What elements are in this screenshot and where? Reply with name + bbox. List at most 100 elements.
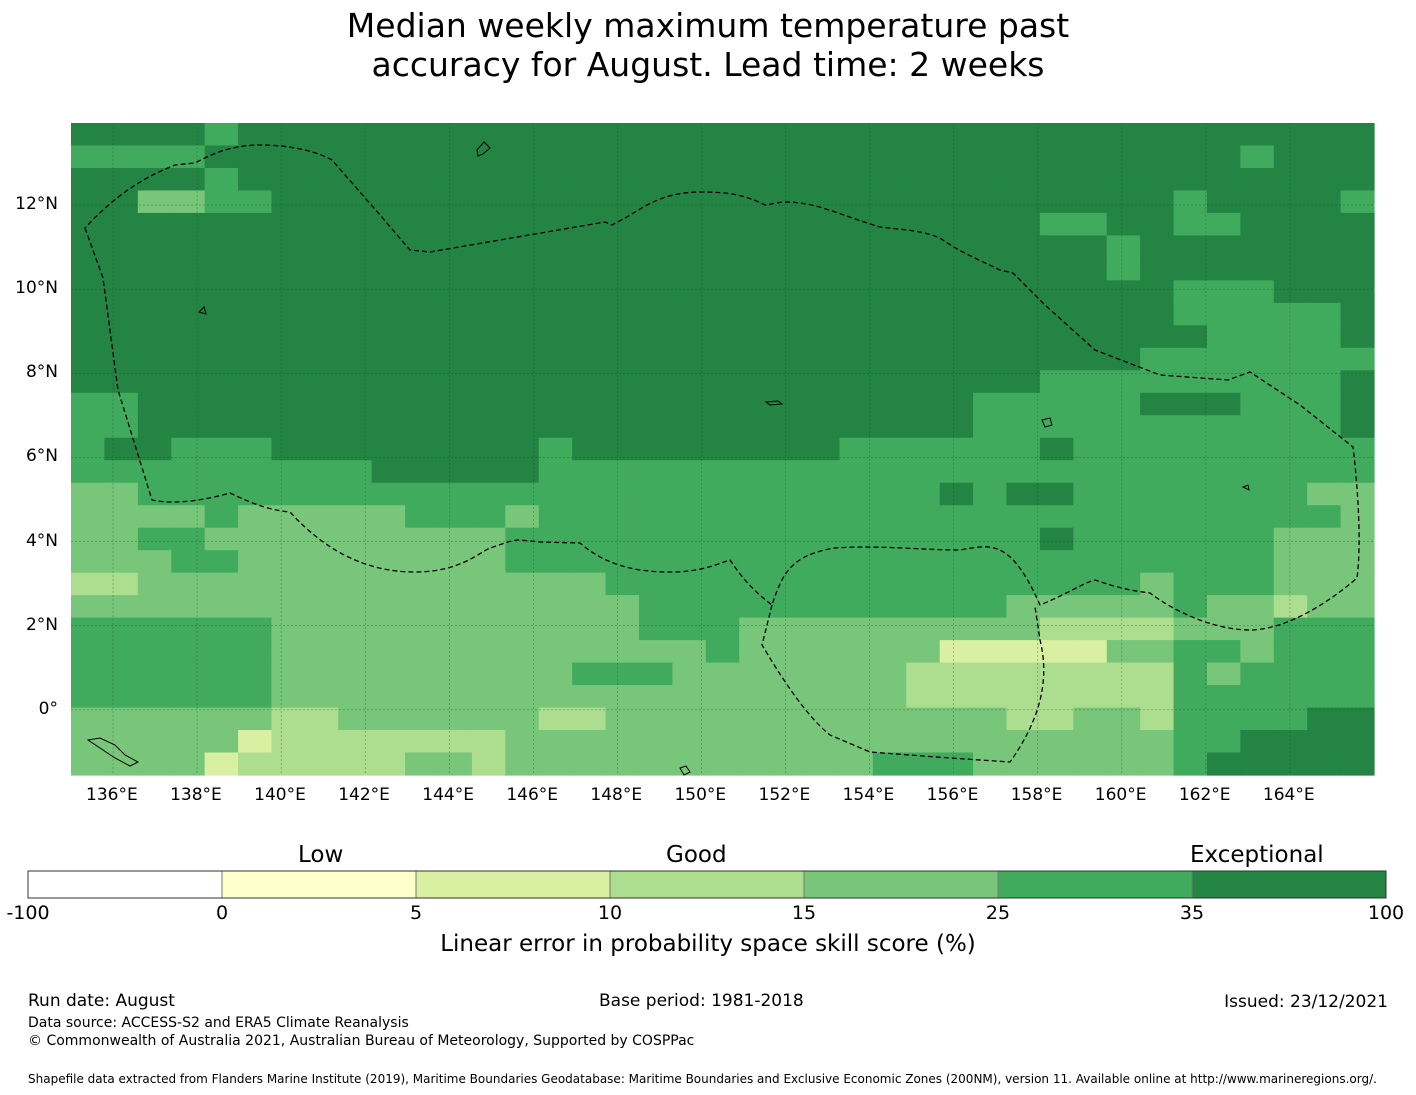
grid-cell [739, 212, 774, 237]
grid-cell [171, 550, 206, 574]
grid-cell [405, 123, 440, 147]
grid-cell [304, 145, 339, 169]
grid-cell [1240, 707, 1275, 731]
grid-cell [271, 190, 306, 214]
grid-cell [1273, 145, 1308, 169]
grid-cell [906, 370, 941, 394]
grid-cell [1240, 595, 1275, 619]
grid-cell [371, 325, 406, 349]
grid-cell [906, 212, 941, 237]
colorbar-tick: 10 [597, 902, 623, 924]
grid-cell [338, 370, 373, 394]
grid-cell [71, 572, 106, 596]
grid-cell [839, 527, 874, 551]
grid-cell [839, 280, 874, 304]
grid-cell [104, 707, 139, 731]
grid-cell [1307, 280, 1342, 304]
grid-cell [672, 572, 707, 596]
grid-cell [1140, 505, 1175, 529]
grid-cell [204, 392, 239, 416]
grid-cell [605, 257, 640, 281]
grid-cell [806, 167, 841, 192]
grid-cell [638, 460, 673, 484]
grid-cell [1173, 123, 1208, 147]
grid-cell [104, 460, 139, 484]
grid-cell [1240, 145, 1275, 169]
grid-cell [939, 707, 974, 731]
latitude-label: 2°N [25, 614, 58, 635]
grid-cell [471, 550, 506, 574]
grid-cell [906, 752, 941, 776]
grid-cell [405, 640, 440, 664]
grid-cell [137, 572, 172, 596]
latitude-label: 10°N [15, 278, 58, 299]
grid-cell [538, 685, 573, 709]
grid-cell [1240, 190, 1275, 214]
grid-cell [304, 325, 339, 349]
grid-cell [71, 730, 106, 754]
grid-cell [271, 347, 306, 371]
grid-cell [973, 662, 1008, 686]
grid-cell [438, 617, 473, 641]
grid-cell [104, 370, 139, 394]
grid-cell [304, 550, 339, 574]
grid-cell [438, 752, 473, 776]
grid-cell [171, 212, 206, 237]
grid-cell [872, 550, 907, 574]
latitude-label: 0° [38, 698, 58, 719]
grid-cell [71, 752, 106, 776]
grid-cell [772, 235, 807, 259]
grid-cell [204, 707, 239, 731]
grid-cell [371, 482, 406, 506]
grid-cell [939, 730, 974, 754]
grid-cell [304, 302, 339, 326]
grid-cell [505, 460, 540, 484]
grid-cell [672, 662, 707, 686]
grid-cell [906, 325, 941, 349]
grid-cell [338, 640, 373, 664]
grid-cell [1173, 212, 1208, 237]
grid-cell [1140, 752, 1175, 776]
grid-cell [438, 505, 473, 529]
grid-cell [338, 167, 373, 192]
grid-cell [973, 145, 1008, 169]
grid-cell [638, 123, 673, 147]
grid-cell [238, 730, 273, 754]
grid-cell [1039, 280, 1074, 304]
grid-cell [538, 707, 573, 731]
colorbar-segment [28, 871, 222, 898]
grid-cell [371, 617, 406, 641]
grid-cell [1206, 707, 1241, 731]
grid-cell [672, 212, 707, 237]
grid-cell [1240, 527, 1275, 551]
grid-cell [1340, 325, 1375, 349]
grid-cell [1206, 662, 1241, 686]
grid-cell [572, 550, 607, 574]
grid-cell [304, 347, 339, 371]
grid-cell [1240, 347, 1275, 371]
grid-cell [505, 280, 540, 304]
grid-cell [137, 167, 172, 192]
grid-cell [605, 595, 640, 619]
grid-cell [1240, 572, 1275, 596]
grid-cell [371, 415, 406, 439]
grid-cell [872, 145, 907, 169]
grid-cell [1206, 347, 1241, 371]
grid-cell [71, 482, 106, 506]
grid-cell [1039, 460, 1074, 484]
grid-cell [471, 280, 506, 304]
grid-cell [1006, 325, 1041, 349]
grid-cell [1273, 167, 1308, 192]
grid-cell [204, 640, 239, 664]
grid-cell [238, 640, 273, 664]
grid-cell [1173, 280, 1208, 304]
grid-cell [71, 257, 106, 281]
grid-cell [1140, 190, 1175, 214]
grid-cell [839, 257, 874, 281]
grid-cell [1206, 235, 1241, 259]
grid-cell [739, 752, 774, 776]
grid-cell [71, 550, 106, 574]
grid-cell [973, 550, 1008, 574]
grid-cell [171, 302, 206, 326]
grid-cell [304, 595, 339, 619]
